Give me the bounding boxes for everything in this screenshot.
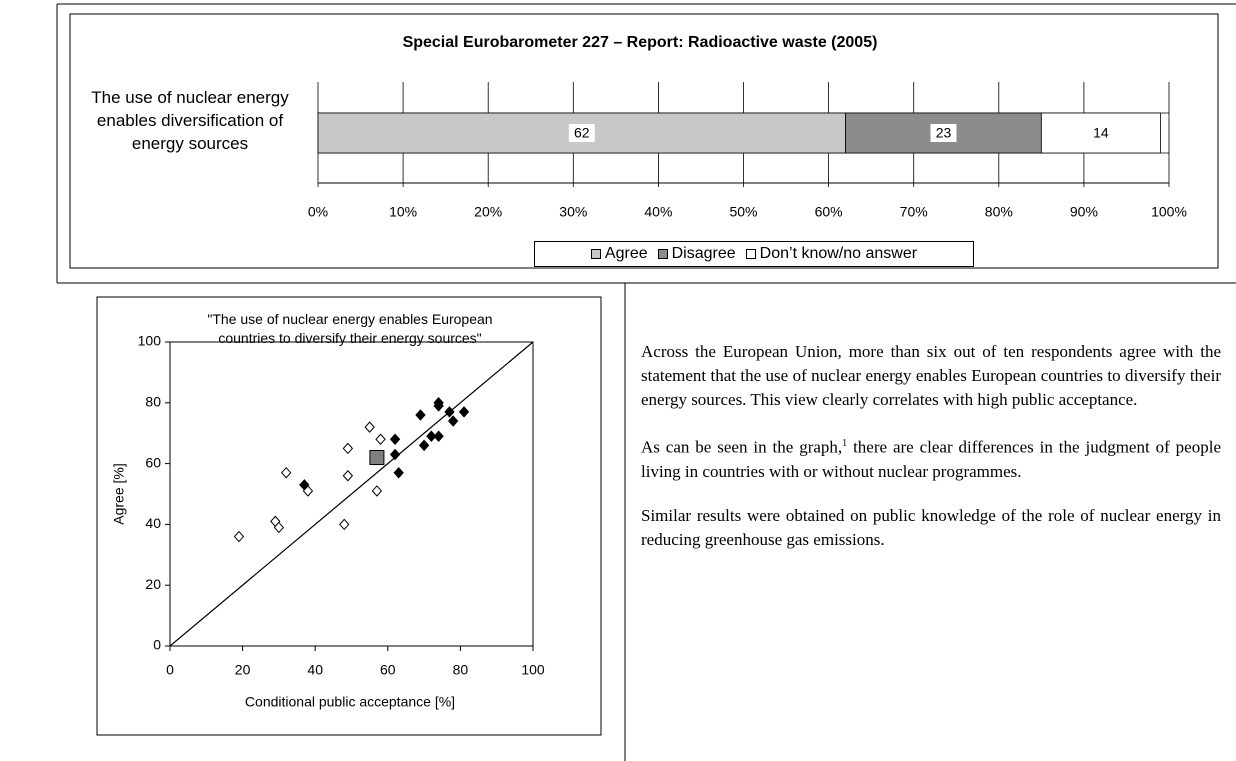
y-tick-label: 40: [145, 515, 161, 531]
point: [364, 421, 375, 433]
point: [418, 439, 430, 452]
x-tick-label: 20%: [474, 204, 502, 220]
category-label: The use of nuclear energy enables divers…: [91, 88, 289, 153]
x-tick-label: 40%: [644, 204, 672, 220]
y-axis-title: Agree [%]: [111, 463, 127, 524]
legend: Agree Disagree Don’t know/no answer: [534, 241, 974, 267]
data-label: 62: [574, 125, 590, 141]
legend-item: Agree: [590, 245, 648, 263]
point: [447, 415, 459, 427]
point: [233, 530, 245, 543]
plot-area: [169, 341, 534, 647]
data-label-box: [1087, 124, 1114, 142]
point: [375, 433, 386, 446]
y-tick-label: 60: [145, 454, 161, 470]
point: [433, 400, 444, 412]
legend-label: Agree: [604, 245, 648, 262]
point: [444, 406, 455, 418]
paragraph: Similar results were obtained on public …: [641, 505, 1221, 549]
x-tick-label: 100%: [1151, 204, 1187, 220]
point: [339, 518, 350, 531]
diagonal: [169, 341, 534, 647]
x-tick-label: 80%: [985, 204, 1013, 220]
scatter-title: "The use of nuclear energy enables Europ…: [207, 311, 493, 346]
legend-label: Disagree: [671, 245, 736, 262]
point: [389, 433, 401, 446]
scatter-chart-box: [96, 296, 602, 736]
legend-swatch: [590, 249, 601, 259]
text: As can be seen in the graph,: [641, 437, 843, 457]
point: [433, 430, 444, 442]
footnote-mark: 1: [842, 438, 848, 449]
point: [426, 430, 437, 442]
point: [273, 521, 285, 534]
point: [280, 466, 292, 479]
point: [299, 479, 310, 491]
x-tick-label: 90%: [1070, 204, 1098, 220]
point: [371, 485, 383, 497]
x-tick-label: 60: [380, 662, 396, 678]
point: [458, 406, 470, 418]
point: [369, 450, 385, 466]
legend-item: Disagree: [657, 245, 736, 263]
y-tick-label: 80: [145, 394, 161, 410]
x-tick-label: 20: [235, 662, 251, 678]
data-label-box: [930, 124, 957, 142]
paragraph: As can be seen in the graph,1 there are …: [641, 432, 1221, 484]
bar-chart-box: [69, 13, 1219, 269]
bar-chart-title: Special Eurobarometer 227 – Report: Radi…: [403, 34, 878, 51]
legend-swatch: [745, 249, 756, 259]
y-tick-label: 20: [145, 576, 161, 592]
point: [342, 442, 354, 455]
x-tick-label: 60%: [815, 204, 843, 220]
x-tick-label: 0%: [308, 204, 328, 220]
point: [415, 409, 426, 421]
x-tick-label: 80: [453, 662, 469, 678]
legend-label: Don’t know/no answer: [759, 245, 918, 262]
point: [389, 448, 401, 461]
point: [342, 470, 354, 482]
point: [393, 466, 404, 479]
text-column: Across the European Union, more than six…: [641, 340, 1221, 562]
y-tick-label: 0: [153, 637, 161, 653]
data-label: 23: [936, 125, 952, 141]
x-tick-label: 40: [307, 662, 323, 678]
y-tick-label: 100: [138, 333, 162, 349]
x-tick-label: 30%: [559, 204, 587, 220]
paragraph: Across the European Union, more than six…: [641, 342, 1221, 409]
text: there are clear differences in the judgm…: [641, 437, 1221, 481]
x-tick-label: 70%: [900, 204, 928, 220]
x-axis-title: Conditional public acceptance [%]: [245, 694, 455, 710]
x-tick-label: 50%: [729, 204, 757, 220]
x-tick-label: 0: [166, 662, 174, 678]
x-tick-label: 10%: [389, 204, 417, 220]
data-label: 14: [1093, 125, 1109, 141]
data-label-box: [568, 124, 595, 142]
legend-swatch: [657, 249, 668, 259]
x-tick-label: 100: [521, 662, 545, 678]
legend-item: Don’t know/no answer: [745, 245, 918, 263]
